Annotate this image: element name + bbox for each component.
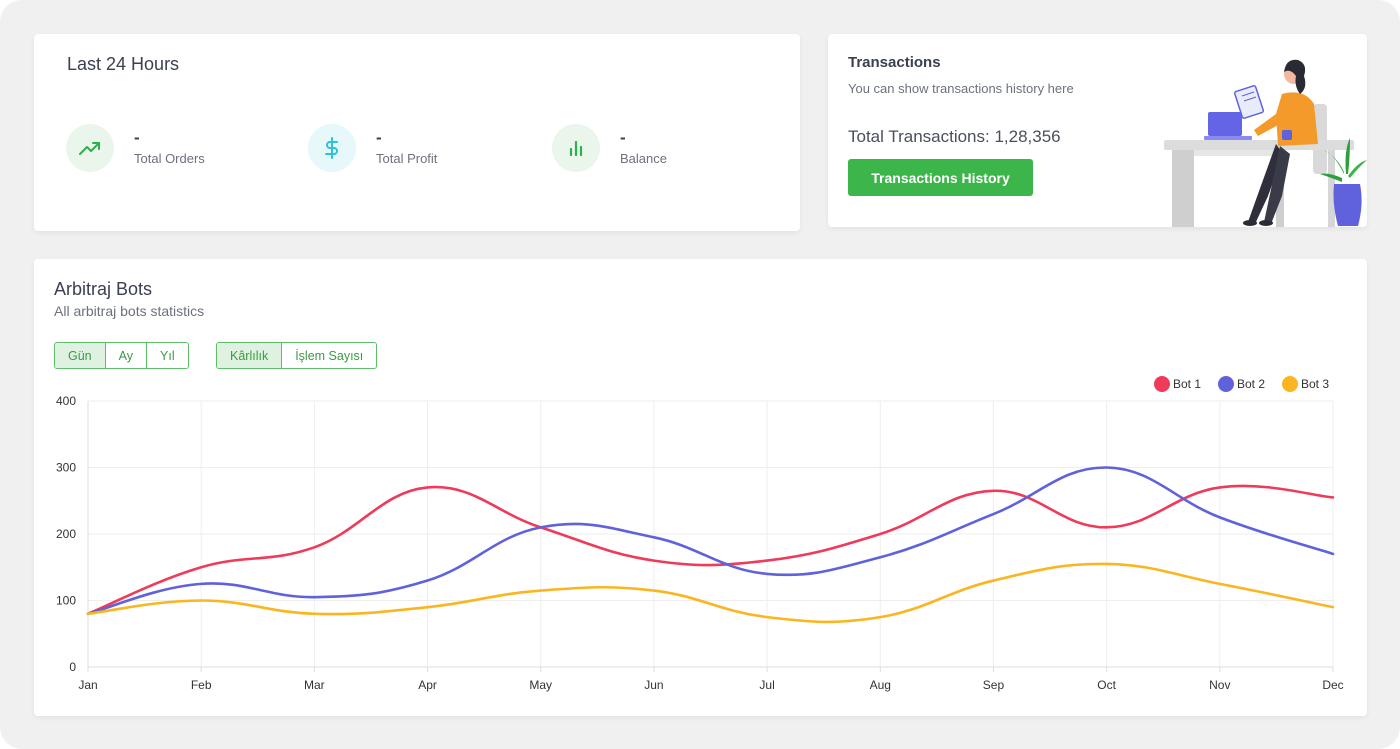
total-profit-value: - [376, 128, 382, 147]
series-line-bot-2 [86, 466, 1335, 616]
period-button-gun[interactable]: Gün [55, 343, 106, 368]
total-orders-label: Total Orders [134, 151, 205, 166]
y-tick-label: 300 [56, 461, 76, 475]
transactions-card: Transactions You can show transactions h… [828, 34, 1367, 227]
x-tick-label: Feb [191, 678, 212, 692]
arbitraj-bots-subtitle: All arbitraj bots statistics [54, 303, 205, 319]
x-tick-label: Dec [1322, 678, 1343, 692]
stat-total-profit: - Total Profit [308, 124, 528, 174]
metric-button-islem-sayisi[interactable]: İşlem Sayısı [282, 343, 377, 368]
y-tick-label: 100 [56, 594, 76, 608]
x-tick-label: Aug [870, 678, 891, 692]
transactions-title: Transactions [848, 54, 941, 71]
stat-total-orders: - Total Orders [66, 124, 286, 174]
legend-marker-bot-3 [1282, 376, 1298, 392]
total-transactions: Total Transactions: 1,28,356 [848, 127, 1061, 146]
x-tick-label: Jul [759, 678, 774, 692]
last-24-hours-title: Last 24 Hours [67, 54, 180, 74]
stat-balance: - Balance [552, 124, 772, 174]
arbitraj-bots-title: Arbitraj Bots [54, 279, 153, 299]
legend-label: Bot 1 [1173, 377, 1201, 391]
total-profit-label: Total Profit [376, 151, 438, 166]
x-tick-label: Sep [983, 678, 1005, 692]
series-line-bot-3 [86, 562, 1335, 624]
legend-label: Bot 3 [1301, 377, 1329, 391]
period-button-ay[interactable]: Ay [105, 343, 148, 368]
trending-up-icon [66, 124, 114, 172]
y-tick-label: 200 [56, 527, 76, 541]
legend-marker-bot-1 [1154, 376, 1170, 392]
x-tick-label: Jun [644, 678, 663, 692]
y-tick-label: 0 [69, 660, 76, 674]
x-tick-label: Mar [304, 678, 325, 692]
last-24-hours-card: Last 24 Hours - Total Orders - Total Pro… [34, 34, 800, 231]
x-tick-label: May [529, 678, 552, 692]
series-line-bot-1 [86, 484, 1335, 616]
legend-marker-bot-2 [1218, 376, 1234, 392]
legend-label: Bot 2 [1237, 377, 1265, 391]
dollar-icon [308, 124, 356, 172]
y-tick-label: 400 [56, 394, 76, 408]
period-toggle-group: Gün Ay Yıl [54, 342, 189, 369]
period-button-yil[interactable]: Yıl [147, 343, 188, 368]
arbitraj-bots-card: Arbitraj Bots All arbitraj bots statisti… [34, 259, 1367, 716]
balance-label: Balance [620, 151, 667, 166]
woman-at-desk-illustration [1164, 59, 1367, 227]
x-tick-label: Nov [1209, 678, 1230, 692]
metric-toggle-group: Kârlılık İşlem Sayısı [216, 342, 378, 369]
x-tick-label: Apr [418, 678, 437, 692]
arbitraj-line-chart: 0 100 200 300 400 Jan Feb Mar Apr May Jun Jul Aug Sep… [56, 376, 1344, 692]
total-orders-value: - [134, 128, 140, 147]
x-tick-label: Jan [78, 678, 97, 692]
x-tick-label: Oct [1097, 678, 1116, 692]
transactions-subtitle: You can show transactions history here [848, 81, 1074, 96]
balance-value: - [620, 128, 626, 147]
bar-chart-icon [552, 124, 600, 172]
transactions-history-button[interactable]: Transactions History [848, 159, 1033, 196]
metric-button-karlilik[interactable]: Kârlılık [217, 343, 283, 368]
